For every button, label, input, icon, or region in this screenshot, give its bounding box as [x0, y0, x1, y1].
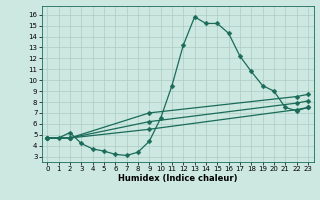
X-axis label: Humidex (Indice chaleur): Humidex (Indice chaleur): [118, 174, 237, 183]
